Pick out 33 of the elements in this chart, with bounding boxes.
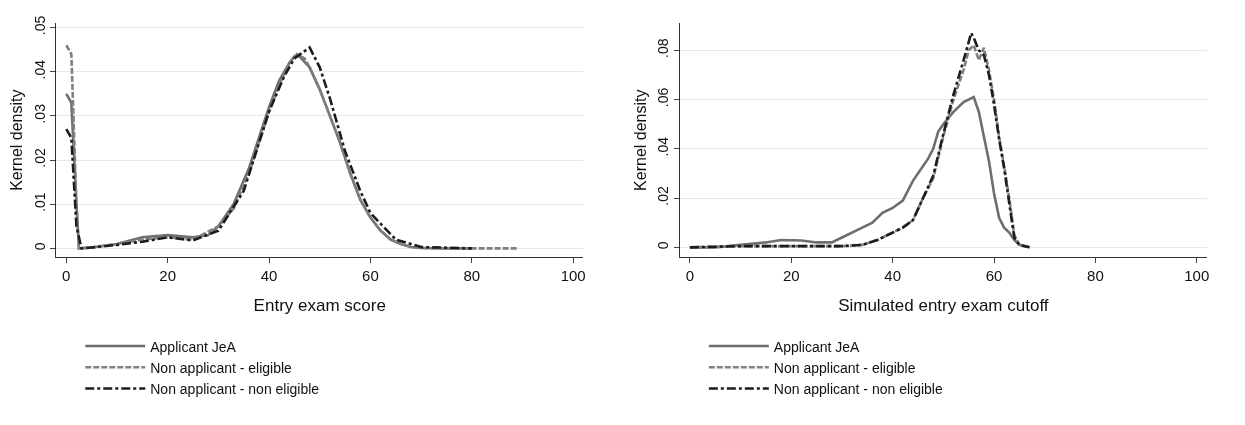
x-tick-label: 40 (260, 267, 278, 285)
x-tick-label: 20 (159, 267, 177, 285)
y-tick-label: .04 (655, 136, 672, 157)
legend-label: Non applicant - eligible (773, 359, 916, 376)
y-axis-title: Kernel density (632, 89, 650, 191)
legend-label: Applicant JeA (773, 338, 861, 355)
x-tick-label: 0 (62, 267, 71, 285)
x-axis-title: Entry exam score (253, 295, 386, 315)
legend-label: Applicant JeA (150, 338, 237, 355)
y-tick-label: .05 (31, 15, 48, 36)
x-tick-label: 80 (1087, 267, 1104, 285)
x-tick-label: 0 (685, 267, 695, 285)
y-tick-label: .08 (655, 38, 672, 58)
y-tick-label: .04 (31, 59, 48, 80)
x-tick-label: 100 (560, 267, 586, 285)
y-tick-label: .01 (31, 192, 48, 212)
y-tick-label: 0 (655, 241, 672, 250)
x-tick-label: 40 (884, 267, 901, 285)
y-axis-title: Kernel density (8, 89, 26, 191)
x-axis-title: Simulated entry exam cutoff (838, 295, 1049, 315)
x-tick-label: 80 (463, 267, 481, 285)
y-tick-label: .02 (655, 186, 672, 206)
x-tick-label: 100 (1184, 267, 1210, 285)
y-tick-label: 0 (31, 242, 48, 251)
legend-label: Non applicant - non eligible (773, 380, 943, 397)
x-tick-label: 60 (362, 267, 379, 285)
legend-label: Non applicant - non eligible (150, 380, 320, 397)
legend-label: Non applicant - eligible (150, 359, 293, 376)
y-tick-label: .02 (31, 148, 48, 168)
y-tick-label: .06 (655, 87, 672, 108)
x-tick-label: 60 (985, 267, 1003, 285)
y-tick-label: .03 (31, 103, 48, 124)
x-tick-label: 20 (782, 267, 800, 285)
